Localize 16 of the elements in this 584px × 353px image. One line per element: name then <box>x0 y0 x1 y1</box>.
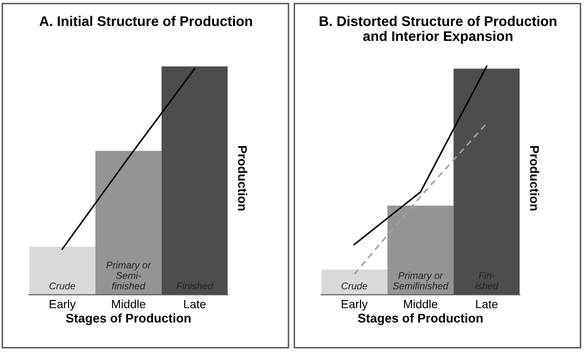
x-tick-label: Late <box>476 300 498 308</box>
x-tick-label: Early <box>342 300 368 311</box>
y-axis-title: Production <box>530 146 540 210</box>
chart-title: B. Distorted Structure of Production and Interior Expansion <box>320 16 556 44</box>
x-tick-label: Early <box>50 300 76 311</box>
annotation: Primary or Semi- finished <box>106 261 152 290</box>
annotation: Crude <box>342 282 368 290</box>
annotation: Primary or Semifinished <box>392 272 449 290</box>
x-tick-label: Middle <box>404 300 438 308</box>
x-axis-title: Stages of Production <box>66 313 191 326</box>
annotation: Crude <box>50 282 76 290</box>
x-tick-label: Middle <box>112 300 146 308</box>
chart-title: A. Initial Structure of Production <box>39 16 252 26</box>
y-axis-title: Production <box>238 146 248 210</box>
x-tick-label: Late <box>184 300 206 308</box>
x-axis-title: Stages of Production <box>358 313 483 326</box>
